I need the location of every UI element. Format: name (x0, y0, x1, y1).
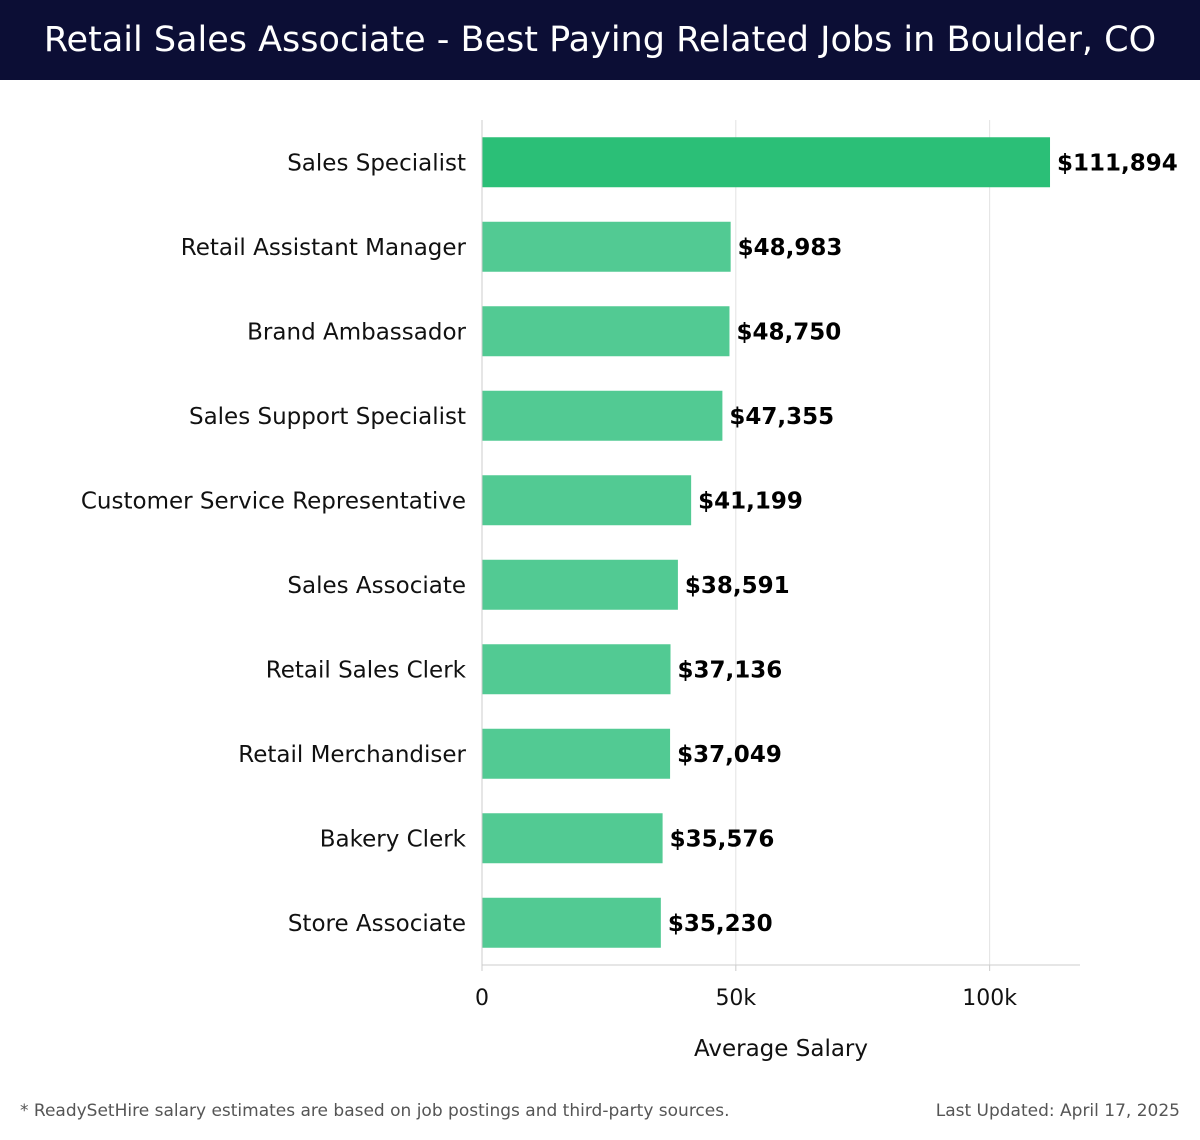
category-label: Retail Sales Clerk (266, 657, 467, 683)
bar (482, 897, 661, 948)
x-tick-label: 100k (962, 986, 1017, 1011)
footnote: * ReadySetHire salary estimates are base… (20, 1101, 730, 1121)
bar (482, 813, 663, 864)
data-label: $47,355 (729, 404, 834, 430)
bar (482, 390, 723, 441)
x-tick-label: 50k (715, 986, 756, 1011)
bar (482, 644, 671, 695)
category-label: Bakery Clerk (320, 826, 467, 852)
data-label: $111,894 (1057, 150, 1178, 176)
page-title: Retail Sales Associate - Best Paying Rel… (43, 20, 1157, 60)
category-label: Sales Specialist (287, 150, 466, 176)
header-banner: Retail Sales Associate - Best Paying Rel… (0, 0, 1200, 80)
category-label: Store Associate (288, 911, 466, 937)
salary-bar-chart: Sales Specialist $111,894 Retail Assistant… (81, 120, 1178, 1062)
category-label: Sales Associate (287, 573, 466, 599)
data-label: $38,591 (685, 573, 790, 599)
category-label: Brand Ambassador (247, 319, 466, 345)
bar (482, 559, 678, 610)
data-label: $48,983 (738, 235, 843, 261)
x-tick-label: 0 (475, 986, 489, 1011)
bar (482, 221, 731, 272)
data-label: $41,199 (698, 488, 803, 514)
x-axis-title: Average Salary (694, 1036, 868, 1062)
category-label: Sales Support Specialist (189, 404, 466, 430)
data-label: $35,576 (670, 826, 775, 852)
bar (482, 728, 671, 779)
bar (482, 475, 692, 526)
category-label: Customer Service Representative (81, 488, 466, 514)
data-label: $35,230 (668, 911, 773, 937)
category-label: Retail Merchandiser (238, 742, 466, 768)
bar (482, 137, 1051, 188)
category-label: Retail Assistant Manager (181, 235, 467, 261)
data-label: $48,750 (736, 319, 841, 345)
data-label: $37,049 (677, 742, 782, 768)
last-updated: Last Updated: April 17, 2025 (935, 1101, 1180, 1121)
data-label: $37,136 (678, 657, 783, 683)
bar (482, 306, 730, 357)
